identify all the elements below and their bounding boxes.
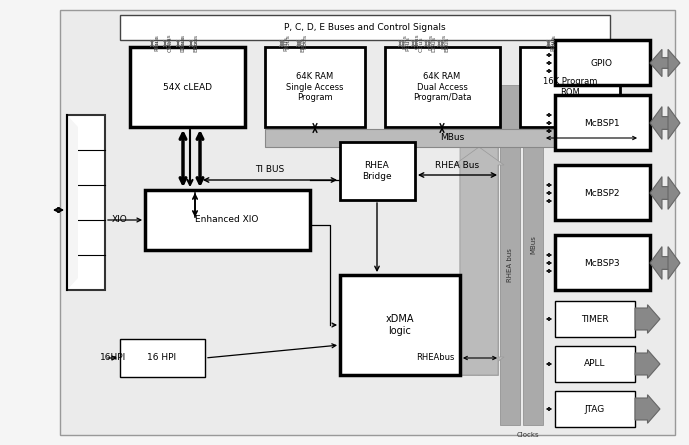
Text: Ebus: Ebus [300,36,305,52]
Text: Ebus: Ebus [193,34,198,49]
Text: Pbus: Pbus [283,36,289,52]
Text: McBSP3: McBSP3 [584,259,620,267]
Text: Cbus: Cbus [415,34,420,49]
FancyBboxPatch shape [460,147,498,375]
FancyBboxPatch shape [265,47,365,127]
FancyBboxPatch shape [60,10,675,435]
FancyArrow shape [650,177,668,210]
Text: Pbus: Pbus [551,36,555,52]
Text: Ebus: Ebus [444,36,449,52]
FancyBboxPatch shape [520,47,620,127]
Text: RHEA bus: RHEA bus [507,248,513,282]
FancyBboxPatch shape [555,40,650,85]
Text: Pbus: Pbus [406,36,411,52]
Text: xDMA
logic: xDMA logic [386,314,414,336]
FancyArrow shape [662,49,680,77]
Text: MBus: MBus [530,235,536,255]
Text: 54X cLEAD: 54X cLEAD [163,82,212,92]
Text: Dbus: Dbus [428,33,433,49]
Text: 16HPI: 16HPI [100,353,126,363]
Text: XIO: XIO [112,215,128,224]
FancyArrow shape [650,107,668,139]
FancyArrow shape [650,247,668,279]
FancyBboxPatch shape [555,391,635,427]
Text: P, C, D, E Buses and Control Signals: P, C, D, E Buses and Control Signals [284,24,446,32]
FancyBboxPatch shape [67,115,105,290]
Text: 16K Program
ROM: 16K Program ROM [543,77,597,97]
Text: MBus: MBus [440,134,464,142]
Text: RHEA
Bridge: RHEA Bridge [362,161,392,181]
FancyArrow shape [635,395,660,423]
FancyBboxPatch shape [340,275,460,375]
Text: Cbus: Cbus [167,34,172,49]
FancyBboxPatch shape [555,301,635,337]
Text: Ebus: Ebus [194,36,198,52]
Text: Cbus: Cbus [418,36,424,52]
FancyBboxPatch shape [500,85,520,425]
FancyArrow shape [650,49,668,77]
FancyArrow shape [662,177,680,210]
Text: JTAG: JTAG [585,405,605,413]
Text: Clocks: Clocks [517,432,539,438]
Text: McBSP1: McBSP1 [584,118,620,128]
Text: GPIO: GPIO [591,58,613,68]
Text: Pbus: Pbus [154,36,159,52]
FancyArrow shape [662,107,680,139]
Text: Pbus: Pbus [551,34,556,49]
FancyArrow shape [635,350,660,378]
FancyBboxPatch shape [130,47,245,127]
Text: 64K RAM
Single Access
Program: 64K RAM Single Access Program [286,72,344,102]
Text: RHEAbus: RHEAbus [416,353,454,363]
Text: 16 HPI: 16 HPI [147,353,176,363]
Polygon shape [67,115,78,290]
Text: Dbus: Dbus [181,36,185,52]
FancyBboxPatch shape [340,142,415,200]
Text: Pbus: Pbus [154,34,159,49]
Text: Ebus: Ebus [441,34,446,49]
FancyBboxPatch shape [385,47,500,127]
FancyArrow shape [454,147,504,375]
Text: Pbus: Pbus [402,34,407,49]
FancyBboxPatch shape [120,339,205,377]
Text: APLL: APLL [584,360,606,368]
FancyBboxPatch shape [555,165,650,220]
FancyArrow shape [454,147,504,375]
Text: Dbus: Dbus [180,33,185,49]
Text: TI BUS: TI BUS [256,166,285,174]
FancyBboxPatch shape [265,129,640,147]
Text: TIMER: TIMER [582,315,609,324]
Text: RHEA Bus: RHEA Bus [435,161,479,170]
FancyArrow shape [635,305,660,333]
FancyBboxPatch shape [523,85,543,425]
Text: Enhanced XIO: Enhanced XIO [195,215,258,224]
FancyBboxPatch shape [555,346,635,382]
Text: Dbus: Dbus [431,36,437,52]
FancyBboxPatch shape [120,15,610,40]
Text: Ebus: Ebus [302,34,307,49]
FancyBboxPatch shape [145,190,310,250]
Text: 64K RAM
Dual Access
Program/Data: 64K RAM Dual Access Program/Data [413,72,471,102]
FancyBboxPatch shape [555,235,650,290]
FancyArrow shape [662,247,680,279]
Text: Pbus: Pbus [285,34,290,49]
Text: McBSP2: McBSP2 [584,189,619,198]
FancyBboxPatch shape [555,95,650,150]
Text: Cbus: Cbus [167,36,172,52]
